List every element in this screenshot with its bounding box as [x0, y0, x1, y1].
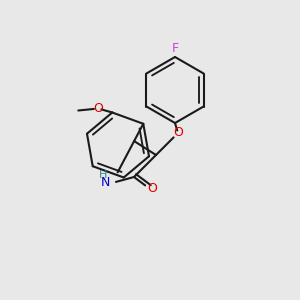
Text: N: N [100, 176, 110, 190]
Text: H: H [99, 170, 107, 180]
Text: F: F [171, 43, 178, 56]
Text: O: O [147, 182, 157, 196]
Text: O: O [173, 127, 183, 140]
Text: O: O [93, 102, 103, 115]
